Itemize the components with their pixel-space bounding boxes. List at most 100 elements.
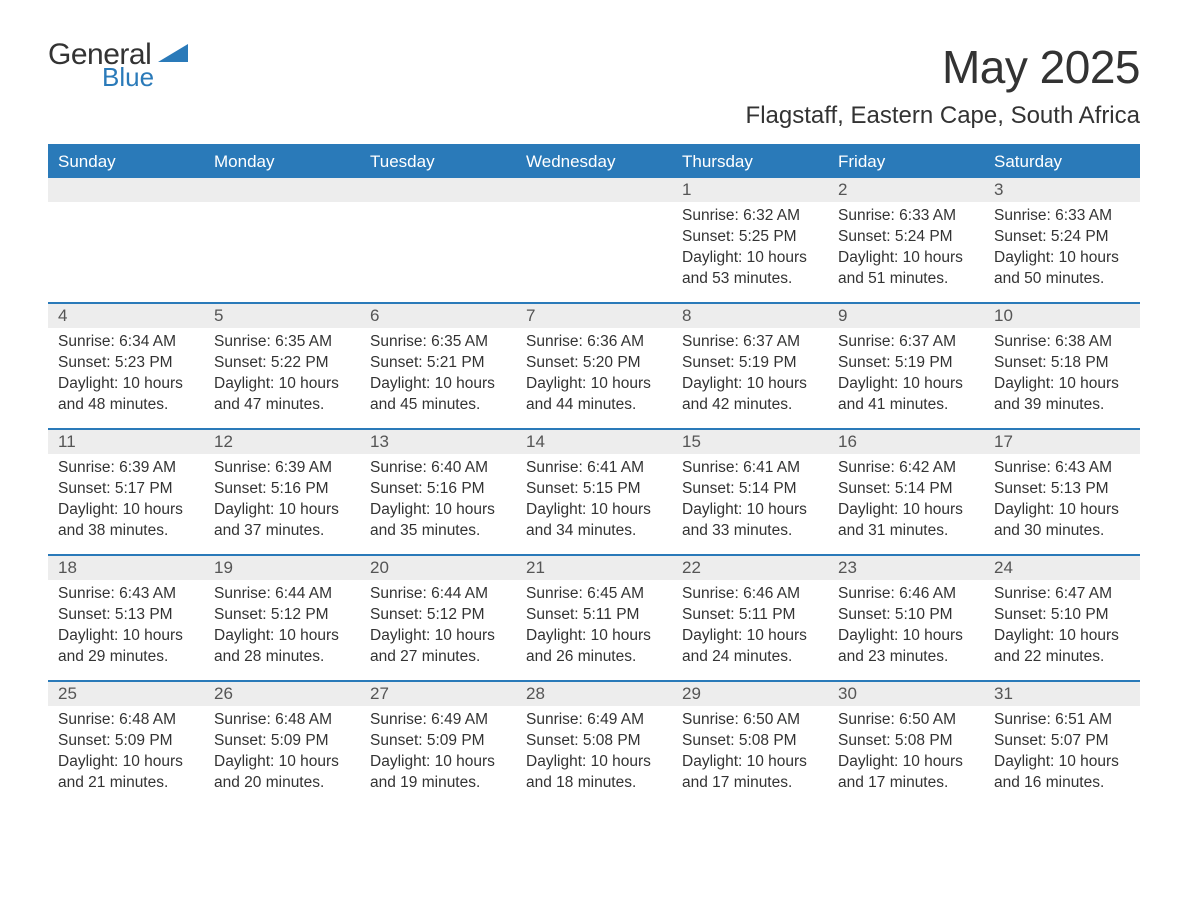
sunset-line: Sunset: 5:24 PM	[994, 227, 1130, 248]
sunset-line: Sunset: 5:14 PM	[682, 479, 818, 500]
daylight-line: Daylight: 10 hours and 17 minutes.	[838, 752, 974, 794]
calendar-day: 23Sunrise: 6:46 AMSunset: 5:10 PMDayligh…	[828, 556, 984, 680]
sunset-line: Sunset: 5:24 PM	[838, 227, 974, 248]
day-number: 8	[672, 304, 828, 328]
day-number: 1	[672, 178, 828, 202]
calendar-day	[204, 178, 360, 302]
calendar-day: 17Sunrise: 6:43 AMSunset: 5:13 PMDayligh…	[984, 430, 1140, 554]
day-number: 27	[360, 682, 516, 706]
title-block: May 2025 Flagstaff, Eastern Cape, South …	[746, 40, 1140, 144]
day-number: 10	[984, 304, 1140, 328]
daylight-line: Daylight: 10 hours and 21 minutes.	[58, 752, 194, 794]
calendar-day: 5Sunrise: 6:35 AMSunset: 5:22 PMDaylight…	[204, 304, 360, 428]
calendar-day: 13Sunrise: 6:40 AMSunset: 5:16 PMDayligh…	[360, 430, 516, 554]
sunrise-line: Sunrise: 6:49 AM	[526, 710, 662, 731]
calendar-day	[360, 178, 516, 302]
sunrise-line: Sunrise: 6:36 AM	[526, 332, 662, 353]
page-subtitle: Flagstaff, Eastern Cape, South Africa	[746, 102, 1140, 130]
sunset-line: Sunset: 5:10 PM	[838, 605, 974, 626]
day-number: 11	[48, 430, 204, 454]
sunrise-line: Sunrise: 6:50 AM	[838, 710, 974, 731]
sunrise-line: Sunrise: 6:45 AM	[526, 584, 662, 605]
calendar-day: 3Sunrise: 6:33 AMSunset: 5:24 PMDaylight…	[984, 178, 1140, 302]
day-number: 26	[204, 682, 360, 706]
sunset-line: Sunset: 5:13 PM	[994, 479, 1130, 500]
day-body: Sunrise: 6:37 AMSunset: 5:19 PMDaylight:…	[828, 328, 984, 424]
day-body: Sunrise: 6:44 AMSunset: 5:12 PMDaylight:…	[204, 580, 360, 676]
header: General Blue May 2025 Flagstaff, Eastern…	[48, 40, 1140, 144]
sunset-line: Sunset: 5:15 PM	[526, 479, 662, 500]
sunrise-line: Sunrise: 6:40 AM	[370, 458, 506, 479]
daylight-line: Daylight: 10 hours and 33 minutes.	[682, 500, 818, 542]
day-number: 20	[360, 556, 516, 580]
sunset-line: Sunset: 5:12 PM	[214, 605, 350, 626]
sunrise-line: Sunrise: 6:44 AM	[370, 584, 506, 605]
logo-word-blue: Blue	[102, 64, 154, 90]
sunrise-line: Sunrise: 6:44 AM	[214, 584, 350, 605]
daylight-line: Daylight: 10 hours and 20 minutes.	[214, 752, 350, 794]
daylight-line: Daylight: 10 hours and 19 minutes.	[370, 752, 506, 794]
day-number: 31	[984, 682, 1140, 706]
calendar-week: 18Sunrise: 6:43 AMSunset: 5:13 PMDayligh…	[48, 554, 1140, 680]
day-number	[516, 178, 672, 202]
sunrise-line: Sunrise: 6:33 AM	[994, 206, 1130, 227]
daylight-line: Daylight: 10 hours and 38 minutes.	[58, 500, 194, 542]
daylight-line: Daylight: 10 hours and 27 minutes.	[370, 626, 506, 668]
day-body: Sunrise: 6:34 AMSunset: 5:23 PMDaylight:…	[48, 328, 204, 424]
daylight-line: Daylight: 10 hours and 41 minutes.	[838, 374, 974, 416]
daylight-line: Daylight: 10 hours and 47 minutes.	[214, 374, 350, 416]
sunrise-line: Sunrise: 6:46 AM	[838, 584, 974, 605]
daylight-line: Daylight: 10 hours and 34 minutes.	[526, 500, 662, 542]
daylight-line: Daylight: 10 hours and 17 minutes.	[682, 752, 818, 794]
day-body: Sunrise: 6:50 AMSunset: 5:08 PMDaylight:…	[828, 706, 984, 802]
weeks-container: 1Sunrise: 6:32 AMSunset: 5:25 PMDaylight…	[48, 178, 1140, 806]
day-body: Sunrise: 6:35 AMSunset: 5:21 PMDaylight:…	[360, 328, 516, 424]
day-body: Sunrise: 6:43 AMSunset: 5:13 PMDaylight:…	[48, 580, 204, 676]
day-number: 21	[516, 556, 672, 580]
sunset-line: Sunset: 5:11 PM	[682, 605, 818, 626]
calendar-day	[48, 178, 204, 302]
calendar-day: 31Sunrise: 6:51 AMSunset: 5:07 PMDayligh…	[984, 682, 1140, 806]
day-number	[48, 178, 204, 202]
sunrise-line: Sunrise: 6:49 AM	[370, 710, 506, 731]
sunrise-line: Sunrise: 6:48 AM	[214, 710, 350, 731]
day-body: Sunrise: 6:41 AMSunset: 5:15 PMDaylight:…	[516, 454, 672, 550]
calendar-day: 10Sunrise: 6:38 AMSunset: 5:18 PMDayligh…	[984, 304, 1140, 428]
sunset-line: Sunset: 5:25 PM	[682, 227, 818, 248]
sunset-line: Sunset: 5:23 PM	[58, 353, 194, 374]
day-body: Sunrise: 6:48 AMSunset: 5:09 PMDaylight:…	[204, 706, 360, 802]
weekday-header: Thursday	[672, 146, 828, 178]
weekday-header: Monday	[204, 146, 360, 178]
day-body: Sunrise: 6:41 AMSunset: 5:14 PMDaylight:…	[672, 454, 828, 550]
sunset-line: Sunset: 5:09 PM	[370, 731, 506, 752]
day-number: 15	[672, 430, 828, 454]
calendar-day: 1Sunrise: 6:32 AMSunset: 5:25 PMDaylight…	[672, 178, 828, 302]
sunrise-line: Sunrise: 6:41 AM	[682, 458, 818, 479]
calendar-day: 16Sunrise: 6:42 AMSunset: 5:14 PMDayligh…	[828, 430, 984, 554]
daylight-line: Daylight: 10 hours and 53 minutes.	[682, 248, 818, 290]
calendar-day: 18Sunrise: 6:43 AMSunset: 5:13 PMDayligh…	[48, 556, 204, 680]
sunset-line: Sunset: 5:22 PM	[214, 353, 350, 374]
day-number: 30	[828, 682, 984, 706]
calendar-day: 25Sunrise: 6:48 AMSunset: 5:09 PMDayligh…	[48, 682, 204, 806]
page-title: May 2025	[746, 40, 1140, 94]
calendar-week: 11Sunrise: 6:39 AMSunset: 5:17 PMDayligh…	[48, 428, 1140, 554]
day-body: Sunrise: 6:51 AMSunset: 5:07 PMDaylight:…	[984, 706, 1140, 802]
logo-text: General Blue	[48, 40, 154, 90]
day-body: Sunrise: 6:47 AMSunset: 5:10 PMDaylight:…	[984, 580, 1140, 676]
sunset-line: Sunset: 5:09 PM	[214, 731, 350, 752]
sunrise-line: Sunrise: 6:50 AM	[682, 710, 818, 731]
calendar-day: 29Sunrise: 6:50 AMSunset: 5:08 PMDayligh…	[672, 682, 828, 806]
day-body: Sunrise: 6:37 AMSunset: 5:19 PMDaylight:…	[672, 328, 828, 424]
weekday-header: Friday	[828, 146, 984, 178]
weekday-header: Tuesday	[360, 146, 516, 178]
day-number: 12	[204, 430, 360, 454]
sunset-line: Sunset: 5:16 PM	[370, 479, 506, 500]
sunrise-line: Sunrise: 6:35 AM	[370, 332, 506, 353]
daylight-line: Daylight: 10 hours and 39 minutes.	[994, 374, 1130, 416]
sunrise-line: Sunrise: 6:39 AM	[214, 458, 350, 479]
day-body: Sunrise: 6:33 AMSunset: 5:24 PMDaylight:…	[828, 202, 984, 298]
day-body: Sunrise: 6:49 AMSunset: 5:08 PMDaylight:…	[516, 706, 672, 802]
sunrise-line: Sunrise: 6:42 AM	[838, 458, 974, 479]
daylight-line: Daylight: 10 hours and 42 minutes.	[682, 374, 818, 416]
